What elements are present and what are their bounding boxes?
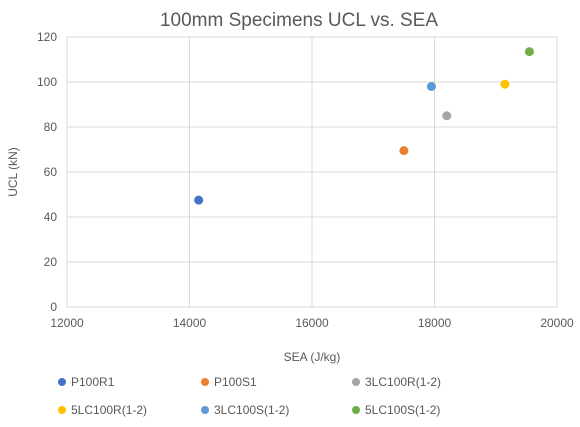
x-tick-label: 20000 bbox=[540, 316, 574, 330]
y-tick-label: 20 bbox=[44, 255, 58, 269]
data-point bbox=[194, 195, 204, 205]
legend-marker bbox=[58, 406, 66, 414]
y-tick-label: 40 bbox=[44, 210, 58, 224]
data-point bbox=[442, 111, 452, 121]
x-tick-label: 18000 bbox=[418, 316, 452, 330]
legend-item: P100S1 bbox=[201, 375, 257, 389]
data-point bbox=[426, 82, 436, 91]
y-tick-label: 60 bbox=[44, 165, 58, 179]
legend-label: 5LC100S(1-2) bbox=[365, 403, 440, 417]
legend-item: 5LC100R(1-2) bbox=[58, 403, 147, 417]
legend-label: 5LC100R(1-2) bbox=[71, 403, 147, 417]
legend-item: 5LC100S(1-2) bbox=[352, 403, 440, 417]
x-tick-label: 14000 bbox=[173, 316, 207, 330]
legend-marker bbox=[58, 378, 66, 386]
data-point bbox=[399, 146, 409, 156]
y-tick-label: 100 bbox=[37, 75, 57, 89]
data-point bbox=[524, 47, 534, 57]
legend-marker bbox=[352, 406, 360, 414]
x-tick-label: 16000 bbox=[295, 316, 329, 330]
legend: P100R1 P100S1 3LC100R(1-2) 5LC100R(1-2) 3LC1… bbox=[58, 375, 441, 417]
legend-label: P100R1 bbox=[71, 375, 115, 389]
y-tick-label: 120 bbox=[37, 30, 57, 44]
x-axis-title: SEA (J/kg) bbox=[284, 350, 341, 364]
y-tick-label: 80 bbox=[44, 120, 58, 134]
legend-marker bbox=[201, 406, 209, 414]
legend-marker bbox=[352, 378, 360, 386]
legend-label: P100S1 bbox=[214, 375, 257, 389]
tick-labels: 0 20 40 60 80 100 120 12000 14000 16000 18000 20000 bbox=[37, 30, 574, 330]
gridlines bbox=[66, 36, 558, 308]
y-tick-label: 0 bbox=[50, 300, 57, 314]
legend-item: P100R1 bbox=[58, 375, 115, 389]
data-point bbox=[500, 79, 510, 89]
legend-label: 3LC100R(1-2) bbox=[365, 375, 441, 389]
x-tick-label: 12000 bbox=[50, 316, 84, 330]
data-points bbox=[194, 47, 534, 205]
legend-label: 3LC100S(1-2) bbox=[214, 403, 289, 417]
legend-marker bbox=[201, 378, 209, 386]
legend-item: 3LC100S(1-2) bbox=[201, 403, 289, 417]
chart-title: 100mm Specimens UCL vs. SEA bbox=[160, 10, 438, 31]
legend-item: 3LC100R(1-2) bbox=[352, 375, 441, 389]
y-axis-title: UCL (kN) bbox=[6, 147, 20, 197]
